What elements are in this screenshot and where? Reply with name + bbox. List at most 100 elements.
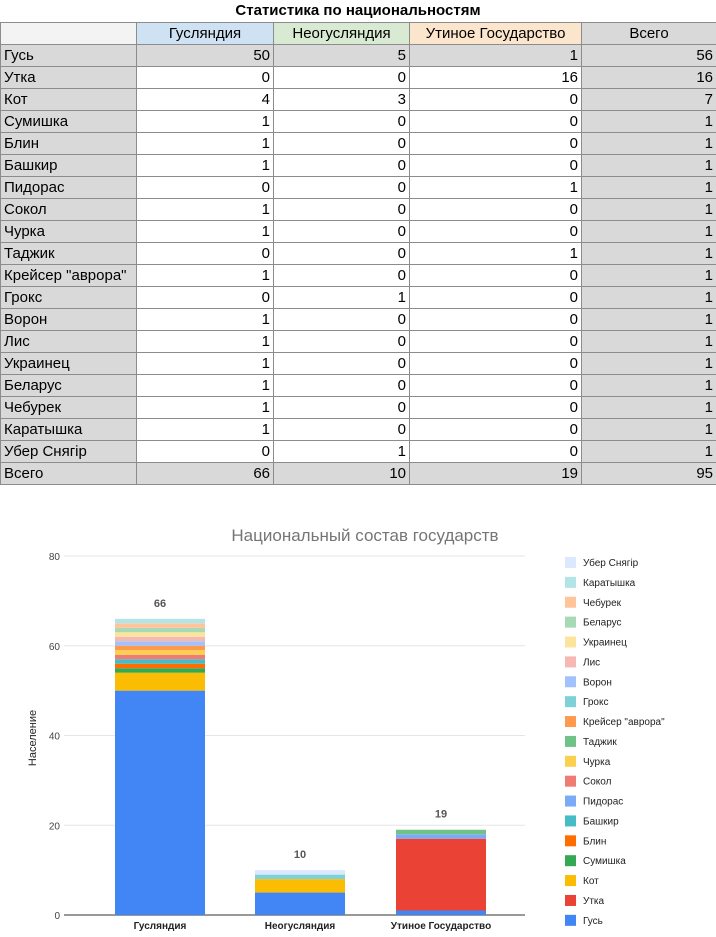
corner-cell: [0, 22, 137, 45]
table-row: Чурка 1 0 0 1: [0, 220, 716, 243]
table-cell: 1: [409, 44, 582, 67]
legend-label: Сокол: [583, 777, 612, 788]
table-row: Чебурек 1 0 0 1: [0, 396, 716, 419]
row-label: Блин: [0, 132, 137, 155]
table-cell: 0: [273, 352, 410, 375]
table-cell: 1: [581, 198, 716, 221]
table-row: Утка 0 0 16 16: [0, 66, 716, 89]
table-cell: 0: [409, 198, 582, 221]
y-tick-label: 80: [49, 552, 61, 563]
total-cell: 10: [273, 462, 410, 485]
table-cell: 0: [409, 308, 582, 331]
row-label: Каратышка: [0, 418, 137, 441]
table-cell: 1: [136, 220, 274, 243]
table-row: Сокол 1 0 0 1: [0, 198, 716, 221]
table-cell: 1: [581, 330, 716, 353]
bar-segment: [115, 623, 205, 628]
row-label: Беларус: [0, 374, 137, 397]
table-cell: 1: [581, 264, 716, 287]
legend-swatch: [565, 596, 576, 608]
column-header: Всего: [581, 22, 716, 45]
nationality-table: Гусляндия Неогусляндия Утиное Государство В…: [0, 22, 716, 485]
chart-title: Национальный состав государств: [231, 526, 498, 545]
bar-segment: [396, 829, 486, 835]
table-cell: 1: [409, 242, 582, 265]
table-cell: 0: [273, 66, 410, 89]
table-cell: 1: [581, 308, 716, 331]
bar-segment: [115, 618, 205, 624]
table-cell: 0: [273, 330, 410, 353]
bar-segment: [115, 632, 205, 637]
table-title: Статистика по национальностям: [235, 2, 481, 19]
bar-segment: [255, 892, 345, 915]
table-cell: 1: [136, 308, 274, 331]
column-header: Гусляндия: [136, 22, 274, 45]
table-cell: 0: [273, 396, 410, 419]
total-cell: 66: [136, 462, 274, 485]
bar-segment: [396, 838, 486, 911]
table-cell: 0: [409, 418, 582, 441]
x-axis-labels: Гусляндия Неогусляндия Утиное Государство: [134, 921, 492, 932]
table-cell: 1: [581, 418, 716, 441]
table-cell: 0: [409, 396, 582, 419]
row-label: Гусь: [0, 44, 137, 67]
table-cell: 0: [273, 176, 410, 199]
table-cell: 1: [136, 330, 274, 353]
legend-label: Украинец: [583, 638, 627, 649]
legend-swatch: [565, 576, 576, 588]
table-cell: 0: [409, 352, 582, 375]
legend-swatch: [565, 616, 576, 628]
legend-swatch: [565, 696, 576, 708]
table-cell: 1: [581, 242, 716, 265]
legend-swatch: [565, 855, 576, 867]
legend-swatch: [565, 795, 576, 807]
bars: [115, 618, 486, 915]
header-row: Гусляндия Неогусляндия Утиное Государство В…: [0, 22, 716, 45]
row-label: Кот: [0, 88, 137, 111]
table-row: Башкир 1 0 0 1: [0, 154, 716, 177]
table-cell: 0: [409, 154, 582, 177]
legend-label: Чебурек: [583, 597, 622, 609]
table-cell: 1: [136, 352, 274, 375]
table-cell: 1: [581, 132, 716, 155]
legend-swatch: [565, 735, 576, 747]
table-cell: 50: [136, 44, 274, 67]
table-cell: 7: [581, 88, 716, 111]
row-label: Крейсер "аврора": [0, 264, 137, 287]
y-tick-label: 60: [49, 642, 61, 653]
row-label: Лис: [0, 330, 137, 353]
bar-segment: [255, 870, 345, 875]
table-cell: 0: [273, 374, 410, 397]
row-label: Утка: [0, 66, 137, 89]
table-cell: 1: [136, 198, 274, 221]
table-cell: 0: [273, 242, 410, 265]
row-label: Чурка: [0, 220, 137, 243]
legend-swatch: [565, 755, 576, 767]
x-tick-label: Неогусляндия: [265, 921, 336, 932]
stats-sheet: Статистика по национальностям Гусляндия Н…: [0, 2, 716, 485]
table-cell: 1: [136, 418, 274, 441]
bar-segment: [115, 627, 205, 633]
table-cell: 0: [136, 176, 274, 199]
row-label: Убер Снягір: [0, 440, 137, 463]
bar-segment: [115, 663, 205, 669]
y-axis-label: Население: [27, 710, 39, 766]
table-cell: 1: [581, 286, 716, 309]
table-cell: 0: [273, 132, 410, 155]
legend-swatch: [565, 716, 576, 728]
table-cell: 0: [273, 110, 410, 133]
table-cell: 1: [581, 440, 716, 463]
y-tick-label: 40: [49, 732, 61, 743]
bar-segment: [255, 879, 345, 893]
table-cell: 0: [409, 286, 582, 309]
bar-segment: [115, 654, 205, 660]
table-cell: 0: [409, 374, 582, 397]
table-cell: 0: [136, 66, 274, 89]
legend-label: Беларус: [583, 618, 622, 629]
table-row: Украинец 1 0 0 1: [0, 352, 716, 375]
legend-label: Ворон: [583, 677, 612, 688]
table-row: Сумишка 1 0 0 1: [0, 110, 716, 133]
y-tick-label: 0: [54, 911, 60, 922]
table-row: Блин 1 0 0 1: [0, 132, 716, 155]
legend-label: Блин: [583, 836, 606, 847]
